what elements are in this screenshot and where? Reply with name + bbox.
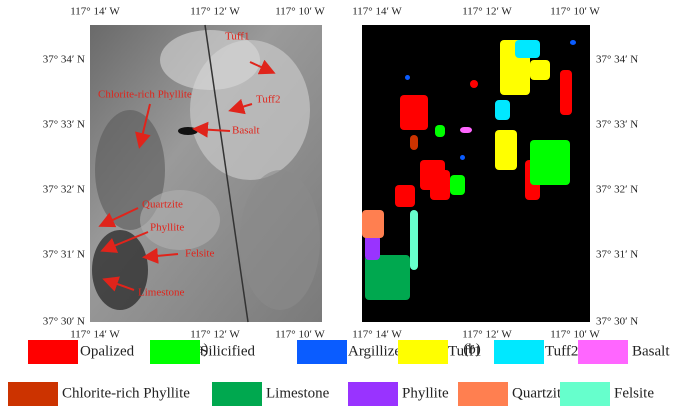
class-patch	[460, 127, 472, 133]
legend-label: Chlorite-rich Phyllite	[62, 385, 190, 401]
lon-label: 117° 14′ W	[70, 6, 120, 18]
legend-label: Felsite	[614, 385, 654, 401]
legend-swatch	[212, 382, 262, 406]
lon-label: 117° 14′ W	[352, 329, 402, 341]
annotation: Tuff1	[225, 31, 249, 43]
class-patch	[570, 40, 576, 45]
class-patch	[530, 60, 550, 80]
legend-swatch	[150, 340, 200, 364]
lat-label: 37° 32′ N	[596, 184, 638, 196]
lon-label: 117° 10′ W	[550, 329, 600, 341]
legend-label: Silicified	[200, 343, 255, 359]
lon-label: 117° 10′ W	[275, 6, 325, 18]
lon-label: 117° 12′ W	[190, 6, 240, 18]
annotation: Tuff2	[256, 94, 280, 106]
legend-label: Limestone	[266, 385, 330, 401]
lat-label: 37° 33′ N	[43, 119, 85, 131]
legend-swatch	[578, 340, 628, 364]
legend-swatch	[297, 340, 347, 364]
legend-label: Tuff1	[448, 343, 481, 359]
legend-label: Quartzite	[512, 385, 568, 401]
class-patch	[470, 80, 478, 88]
class-patch	[362, 210, 384, 238]
annotation: Chlorite-rich Phyllite	[98, 89, 192, 101]
legend-label: Basalt	[632, 343, 670, 359]
legend-label: Opalized	[80, 343, 135, 359]
class-patch	[410, 135, 418, 150]
class-patch	[395, 185, 415, 207]
legend-swatch	[348, 382, 398, 406]
lon-label: 117° 10′ W	[550, 6, 600, 18]
legend-swatch	[494, 340, 544, 364]
legend-swatch	[458, 382, 508, 406]
class-patch	[430, 170, 450, 200]
annotation: Quartzite	[142, 199, 183, 211]
class-patch	[495, 100, 510, 120]
lat-label: 37° 31′ N	[43, 249, 85, 261]
lat-label: 37° 34′ N	[596, 54, 638, 66]
lat-label: 37° 30′ N	[596, 316, 638, 328]
class-patch	[400, 95, 428, 130]
lat-label: 37° 32′ N	[43, 184, 85, 196]
class-patch	[365, 255, 410, 300]
class-patch	[410, 210, 418, 270]
lat-label: 37° 33′ N	[596, 119, 638, 131]
legend-swatch	[398, 340, 448, 364]
class-patch	[530, 140, 570, 185]
lat-label: 37° 30′ N	[43, 316, 85, 328]
legend-label: Phyllite	[402, 385, 449, 401]
figure: 117° 14′ W 117° 14′ W 117° 12′ W 117° 12′ W…	[0, 0, 678, 415]
class-patch	[365, 235, 380, 260]
class-patch	[435, 125, 445, 137]
legend-label: Tuff2	[545, 343, 578, 359]
class-patch	[560, 70, 572, 115]
lon-label: 117° 12′ W	[462, 6, 512, 18]
class-patch	[450, 175, 465, 195]
lon-label: 117° 10′ W	[275, 329, 325, 341]
legend-swatch	[28, 340, 78, 364]
class-patch	[515, 40, 540, 58]
lon-label: 117° 14′ W	[70, 329, 120, 341]
annotation: Phyllite	[150, 222, 184, 234]
legend-swatch	[560, 382, 610, 406]
annotation: Limestone	[138, 287, 185, 299]
legend-swatch	[8, 382, 58, 406]
lat-label: 37° 31′ N	[596, 249, 638, 261]
lon-label: 117° 14′ W	[352, 6, 402, 18]
satellite-image	[90, 25, 322, 322]
lon-label: 117° 12′ W	[462, 329, 512, 341]
annotation: Basalt	[232, 125, 260, 137]
class-patch	[405, 75, 410, 80]
lon-label: 117° 12′ W	[190, 329, 240, 341]
annotation: Felsite	[185, 248, 214, 260]
class-patch	[460, 155, 465, 160]
class-patch	[495, 130, 517, 170]
lat-label: 37° 34′ N	[43, 54, 85, 66]
